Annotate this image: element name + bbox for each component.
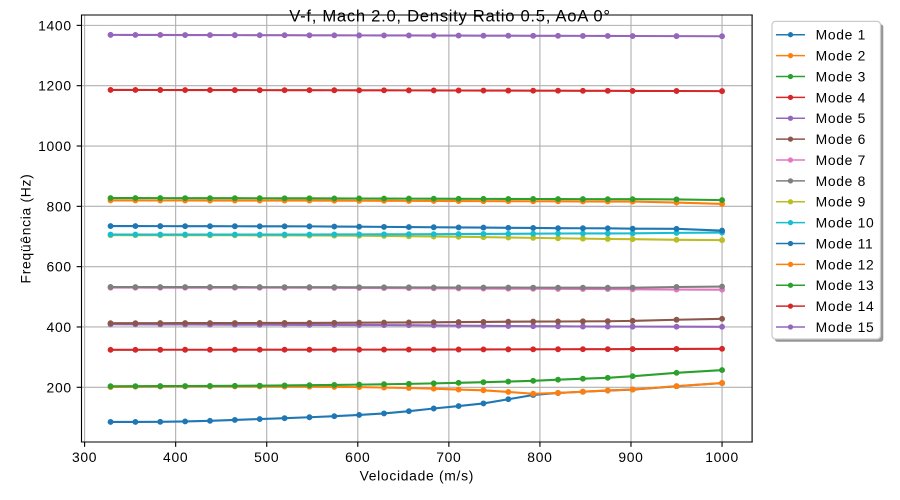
svg-text:Freqüência (Hz): Freqüência (Hz) bbox=[17, 174, 33, 284]
svg-text:800: 800 bbox=[47, 198, 72, 214]
svg-text:1200: 1200 bbox=[38, 78, 72, 94]
svg-text:Mode 5: Mode 5 bbox=[816, 110, 866, 126]
svg-text:1000: 1000 bbox=[38, 138, 72, 154]
svg-text:Mode 11: Mode 11 bbox=[816, 235, 874, 251]
svg-text:Mode 10: Mode 10 bbox=[816, 215, 875, 231]
svg-text:Mode 14: Mode 14 bbox=[816, 298, 875, 314]
svg-text:600: 600 bbox=[47, 259, 72, 275]
svg-text:Mode 4: Mode 4 bbox=[816, 89, 866, 105]
svg-text:Mode 2: Mode 2 bbox=[816, 48, 866, 64]
svg-text:1000: 1000 bbox=[705, 449, 739, 465]
svg-text:Mode 15: Mode 15 bbox=[816, 319, 875, 335]
svg-text:800: 800 bbox=[527, 449, 552, 465]
svg-text:Mode 3: Mode 3 bbox=[816, 68, 866, 84]
svg-text:400: 400 bbox=[163, 449, 188, 465]
svg-text:Mode 7: Mode 7 bbox=[816, 152, 866, 168]
svg-text:V-f, Mach 2.0, Density Ratio 0: V-f, Mach 2.0, Density Ratio 0.5, AoA 0° bbox=[289, 6, 610, 25]
svg-text:Mode 13: Mode 13 bbox=[816, 277, 875, 293]
svg-text:Mode 1: Mode 1 bbox=[816, 27, 866, 43]
svg-text:Mode 9: Mode 9 bbox=[816, 194, 866, 210]
svg-text:900: 900 bbox=[618, 449, 643, 465]
svg-text:400: 400 bbox=[47, 319, 72, 335]
svg-text:Mode 12: Mode 12 bbox=[816, 256, 875, 272]
svg-text:600: 600 bbox=[345, 449, 370, 465]
svg-text:Mode 6: Mode 6 bbox=[816, 131, 866, 147]
svg-text:200: 200 bbox=[47, 379, 72, 395]
svg-text:300: 300 bbox=[72, 449, 97, 465]
svg-text:1400: 1400 bbox=[38, 17, 72, 33]
svg-text:700: 700 bbox=[436, 449, 461, 465]
svg-text:500: 500 bbox=[254, 449, 279, 465]
svg-text:Mode 8: Mode 8 bbox=[816, 173, 866, 189]
svg-text:Velocidade (m/s): Velocidade (m/s) bbox=[360, 467, 474, 483]
